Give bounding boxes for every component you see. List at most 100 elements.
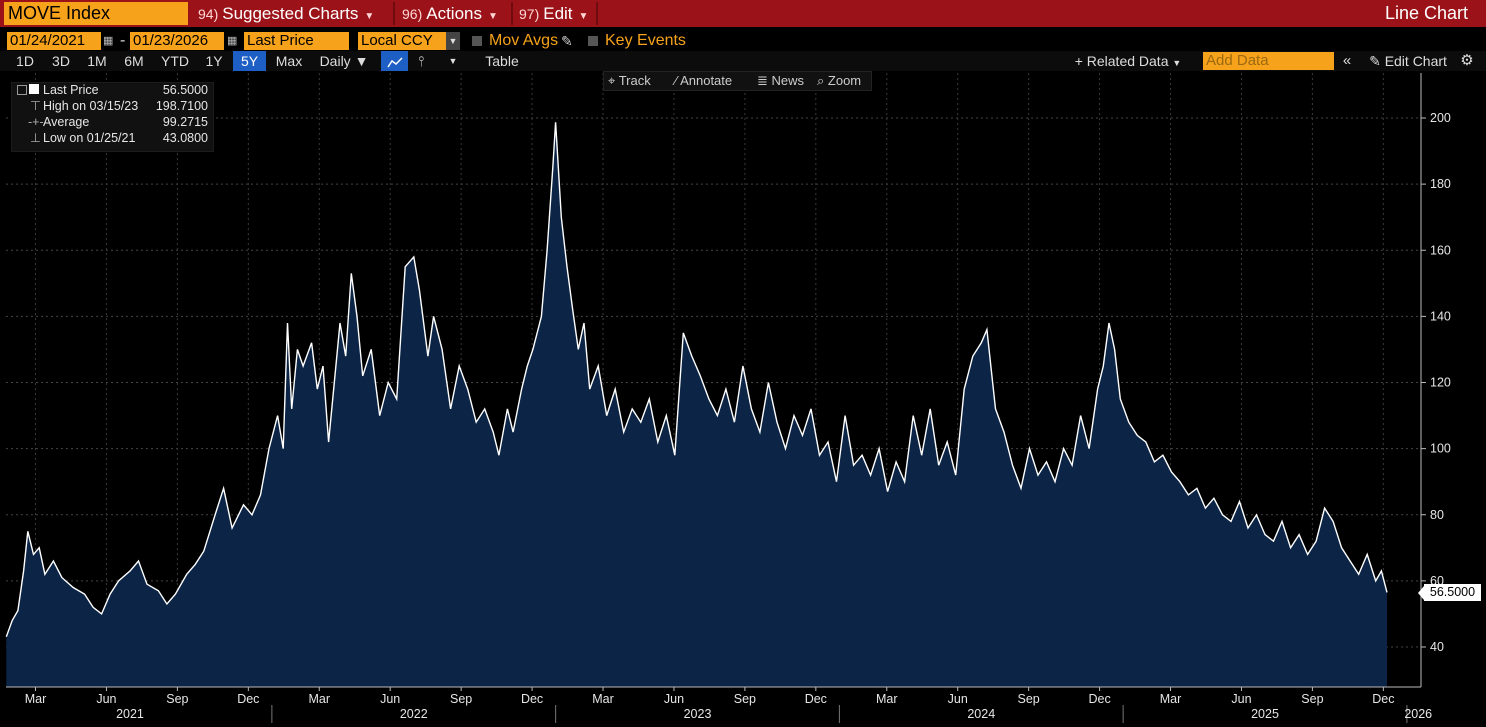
range-1y[interactable]: 1Y: [205, 53, 223, 69]
suggested-charts-menu[interactable]: 94) Suggested Charts ▼: [198, 0, 374, 27]
range-1d[interactable]: 1D: [16, 53, 34, 69]
line-chart-icon[interactable]: [381, 51, 408, 71]
menu-divider: [393, 2, 395, 25]
news-label: News: [771, 73, 805, 88]
average-marker-icon: -+-: [28, 115, 44, 129]
x-year-label: 2022: [400, 707, 428, 721]
track-tool[interactable]: ⌖ Track: [608, 71, 651, 91]
related-data-menu[interactable]: + Related Data ▼: [1066, 51, 1190, 71]
x-tick-label: Dec: [805, 692, 827, 706]
menu-number: 97): [519, 6, 540, 22]
actions-menu[interactable]: 96) Actions ▼: [402, 0, 498, 27]
x-tick-label: Mar: [25, 692, 47, 706]
menu-divider: [596, 2, 598, 25]
x-tick-label: Sep: [734, 692, 756, 706]
menu-label: Actions: [426, 4, 482, 23]
mov-avgs-label: Mov Avgs: [489, 32, 559, 49]
legend-last-value: 56.5000: [162, 83, 208, 97]
bar-chart-icon[interactable]: ⫯: [417, 53, 425, 69]
high-marker-icon: ⊤: [30, 99, 41, 113]
edit-chart-button[interactable]: ✎ Edit Chart: [1362, 51, 1454, 71]
x-tick-label: Sep: [1018, 692, 1040, 706]
chevron-down-icon[interactable]: ▼: [446, 32, 460, 50]
menu-divider: [511, 2, 513, 25]
range-1m[interactable]: 1M: [87, 53, 107, 69]
chart-type-title: Line Chart: [1384, 3, 1468, 23]
end-date-input[interactable]: 01/23/2026: [130, 32, 224, 50]
annotate-icon: ∕: [675, 73, 678, 88]
last-price-tag: 56.5000: [1418, 584, 1481, 601]
x-tick-label: Jun: [380, 692, 400, 706]
gear-icon[interactable]: ⚙: [1460, 52, 1474, 69]
x-year-label: 2025: [1251, 707, 1279, 721]
pencil-icon[interactable]: ✎: [561, 33, 573, 49]
menu-label: Edit: [543, 4, 573, 23]
key-events-label: Key Events: [605, 32, 686, 49]
range-3d[interactable]: 3D: [52, 53, 70, 69]
collapse-icon[interactable]: «: [1342, 52, 1352, 69]
legend-low-value: 43.0800: [162, 131, 208, 145]
x-tick-label: Jun: [664, 692, 684, 706]
x-tick-label: Dec: [237, 692, 259, 706]
low-marker-icon: ⊥: [30, 131, 41, 145]
chevron-down-icon[interactable]: ▼: [448, 56, 458, 66]
table-button[interactable]: Table: [485, 53, 519, 69]
legend-high-value: 198.7100: [155, 99, 208, 113]
legend-avg-value: 99.2715: [162, 115, 208, 129]
x-tick-label: Jun: [96, 692, 116, 706]
news-tool[interactable]: ≣ News: [757, 71, 804, 91]
legend-box: [11, 82, 214, 152]
caret-down-icon: ▼: [1172, 58, 1182, 68]
ticker-field[interactable]: MOVE Index: [4, 2, 188, 25]
news-icon: ≣: [757, 73, 768, 88]
range-ytd[interactable]: YTD: [161, 53, 189, 69]
zoom-tool[interactable]: ⌕ Zoom: [817, 71, 861, 91]
chevron-down-icon: ▼: [487, 11, 498, 22]
key-events-checkbox[interactable]: [588, 36, 598, 46]
x-tick-label: Jun: [948, 692, 968, 706]
x-tick-label: Sep: [166, 692, 188, 706]
x-tick-label: Sep: [450, 692, 472, 706]
x-tick-label: Sep: [1301, 692, 1323, 706]
y-tick-label: 120: [1430, 376, 1451, 390]
zoom-label: Zoom: [827, 73, 862, 88]
header-bar: [0, 0, 1486, 27]
add-data-input[interactable]: Add Data: [1203, 52, 1334, 70]
legend-low-label: Low on 01/25/21: [43, 131, 136, 145]
y-tick-label: 80: [1430, 508, 1444, 522]
annotate-label: Annotate: [680, 73, 733, 88]
calendar-icon[interactable]: ▦: [103, 35, 114, 47]
edit-chart-label: Edit Chart: [1384, 53, 1447, 69]
calendar-icon[interactable]: ▦: [227, 35, 238, 47]
date-separator: -: [120, 32, 126, 49]
start-date-input[interactable]: 01/24/2021: [7, 32, 101, 50]
menu-number: 96): [402, 6, 423, 22]
legend-high-label: High on 03/15/23: [43, 99, 139, 113]
x-year-label: 2023: [684, 707, 712, 721]
field-select[interactable]: Last Price: [244, 32, 349, 50]
edit-menu[interactable]: 97) Edit ▼: [519, 0, 588, 27]
collapse-icon[interactable]: [17, 85, 27, 95]
related-data-label: Related Data: [1086, 53, 1169, 69]
range-max[interactable]: Max: [275, 53, 303, 69]
legend-avg-label: Average: [43, 115, 90, 129]
x-tick-label: Mar: [308, 692, 330, 706]
legend-last-label: Last Price: [43, 83, 99, 97]
x-year-label: 2024: [967, 707, 995, 721]
chart-tools: [603, 71, 872, 91]
plus-icon: +: [1074, 53, 1083, 69]
range-6m[interactable]: 6M: [124, 53, 144, 69]
chevron-down-icon: ▼: [364, 11, 375, 22]
range-5y[interactable]: 5Y: [233, 51, 266, 71]
annotate-tool[interactable]: ∕ Annotate: [675, 71, 732, 91]
y-tick-label: 160: [1430, 243, 1451, 257]
search-icon: ⌕: [817, 73, 825, 88]
x-tick-label: Mar: [1160, 692, 1182, 706]
y-tick-label: 200: [1430, 111, 1451, 125]
mov-avgs-checkbox[interactable]: [472, 36, 482, 46]
currency-select[interactable]: Local CCY: [358, 32, 446, 50]
periodicity-label: Daily: [319, 53, 351, 69]
periodicity-select[interactable]: Daily ▼: [313, 51, 375, 71]
x-year-label: 2021: [116, 707, 144, 721]
